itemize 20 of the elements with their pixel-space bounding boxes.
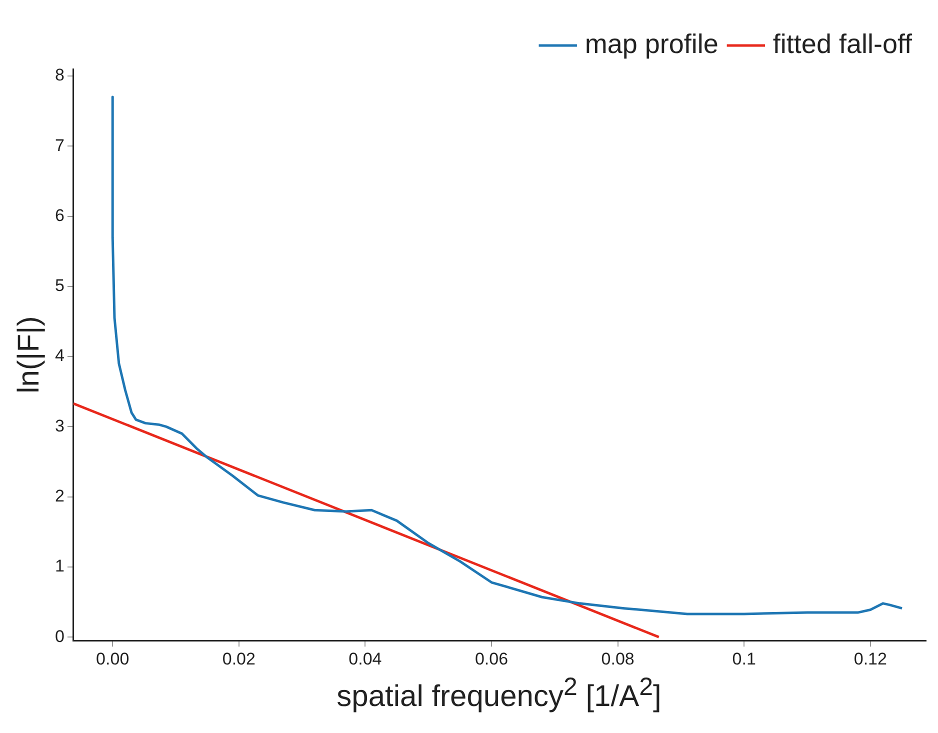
y-tick-label: 0	[54, 626, 64, 646]
y-tick-label: 7	[54, 136, 64, 155]
y-tick-label: 8	[54, 66, 64, 85]
y-tick-label: 3	[54, 416, 64, 436]
y-tick-label: 1	[54, 556, 64, 576]
y-tick-label: 5	[54, 276, 64, 296]
x-tick-label: 0.00	[96, 649, 130, 668]
legend-label: fitted fall-off	[772, 28, 912, 59]
y-tick-label: 6	[54, 206, 64, 225]
y-axis-title: ln(|F|)	[12, 316, 46, 394]
x-tick-label: 0.1	[732, 649, 756, 668]
x-tick-label: 0.06	[474, 649, 508, 668]
x-tick-label: 0.12	[854, 649, 887, 668]
legend-label: map profile	[584, 28, 718, 59]
y-tick-label: 2	[54, 486, 64, 506]
x-tick-label: 0.08	[601, 649, 634, 668]
y-tick-label: 4	[54, 346, 64, 366]
x-axis-title: spatial frequency$^{2}$ [1/A$^{2}$]	[336, 673, 662, 714]
x-tick-label: 0.04	[348, 649, 382, 668]
x-tick-label: 0.02	[222, 649, 256, 668]
